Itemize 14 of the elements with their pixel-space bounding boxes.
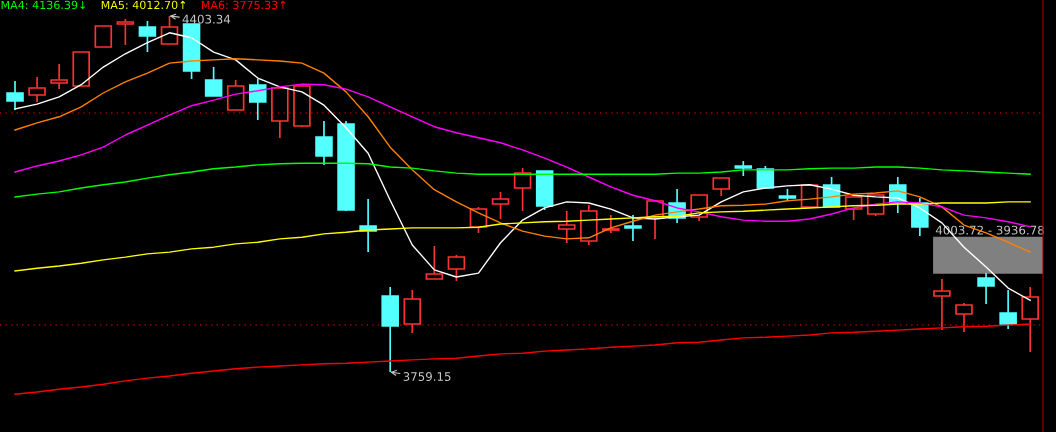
- candlestick: [50, 63, 68, 90]
- candlestick: [557, 210, 576, 244]
- candlestick: [28, 76, 46, 103]
- text: MA5: 4012.70↑: [101, 0, 186, 10]
- candlestick: [381, 286, 399, 373]
- candlestick: [403, 289, 422, 334]
- candlestick: [933, 278, 951, 331]
- candlestick: [977, 272, 995, 305]
- text: MA6: 3775.33↑: [201, 0, 286, 10]
- annotation: 4403.34: [182, 14, 231, 24]
- text: MA4: 4136.39↓: [1, 0, 86, 10]
- text: 3759.15: [403, 372, 451, 381]
- candlestick: [248, 78, 267, 121]
- candlestick: [1021, 286, 1039, 353]
